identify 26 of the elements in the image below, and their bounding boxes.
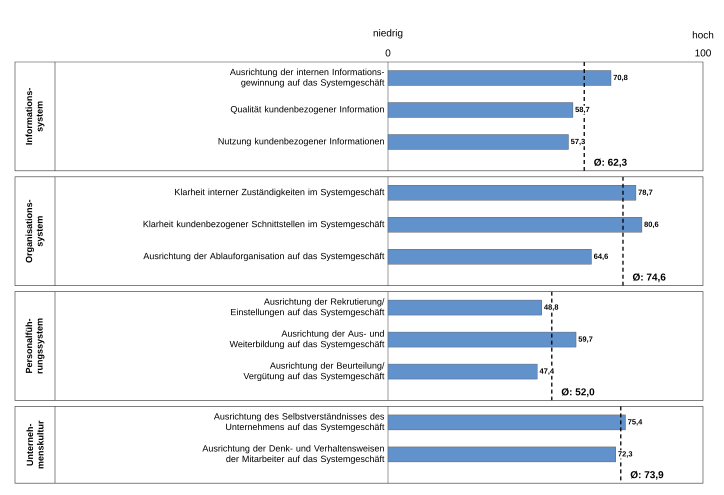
y-tick-label: Ausrichtung des Selbstverständnisses des Unternehmens auf das Systemgeschäft [214, 412, 384, 432]
y-axis-title: Organisations- system [26, 200, 44, 263]
ref-line-label: Ø: 52,0 [562, 388, 594, 397]
ref-line-label: Ø: 62,3 [594, 158, 627, 168]
bar [388, 70, 612, 86]
y-tick-label: Ausrichtung der Denk- und Verhaltensweisen der Mitarbeiter auf das Systemgeschäft [202, 444, 384, 464]
y-tick-label: Ausrichtung der Aus- und Weiterbildung auf das Systemgeschäft [230, 330, 384, 350]
ref-line-label: Ø: 73,9 [630, 470, 664, 480]
y-tick-label: Klarheit kundenbezogener Schnittstellen im Systemgeschäft [144, 220, 384, 229]
y-tick-label: Ausrichtung der internen Informations- gewinnung auf das Systemgeschäft [230, 68, 384, 88]
y-tick-label: Ausrichtung der Rekrutierung/ Einstellungen auf das Systemgeschäft [231, 298, 384, 318]
text: niedrig [374, 29, 402, 38]
y-tick-label: Ausrichtung der Beurteilung/ Vergütung auf das Systemgeschäft [243, 362, 384, 382]
bar [388, 134, 569, 150]
y-axis-title: Unterneh- menskultur [26, 420, 44, 468]
y-tick-label: Ausrichtung der Ablauforganisation auf das Systemgeschäft [143, 252, 384, 261]
y-axis-title: Personalfüh- rungssystem [26, 318, 44, 374]
x-tick-label: 0 [386, 49, 390, 56]
ref-line-label: Ø: 74,6 [632, 273, 666, 282]
text: hoch [692, 31, 714, 38]
y-tick-label: Nutzung kundenbezogener Informationen [218, 138, 384, 146]
y-axis-title: Informations- system [26, 88, 44, 145]
bar [388, 102, 574, 118]
y-tick-label: Qualität kundenbezogener Information [230, 106, 384, 114]
y-tick-label: Klarheit interner Zuständigkeiten im Systemgeschäft [175, 188, 384, 197]
x-tick-label: 100 [695, 49, 711, 56]
